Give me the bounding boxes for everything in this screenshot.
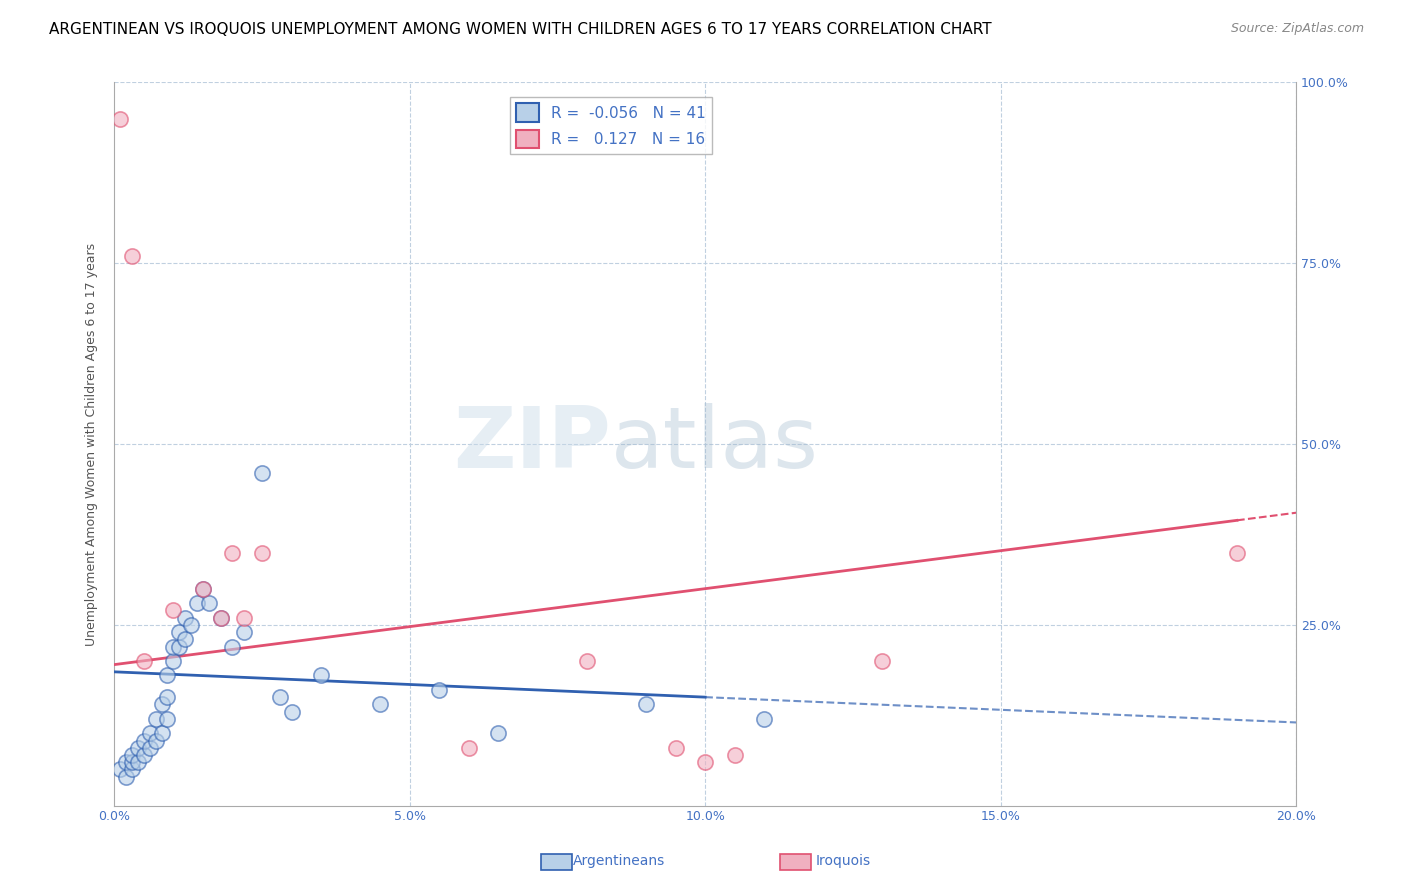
- Point: [280, 705, 302, 719]
- Point: [121, 756, 143, 770]
- Text: Argentineans: Argentineans: [572, 854, 665, 868]
- Text: Source: ZipAtlas.com: Source: ZipAtlas.com: [1230, 22, 1364, 36]
- Point: [169, 640, 191, 654]
- Y-axis label: Unemployment Among Women with Children Ages 6 to 17 years: Unemployment Among Women with Children A…: [86, 243, 98, 646]
- Point: [145, 712, 167, 726]
- Text: ZIP: ZIP: [453, 402, 610, 485]
- Point: [150, 726, 173, 740]
- Point: [132, 733, 155, 747]
- Point: [115, 756, 138, 770]
- Point: [156, 690, 179, 705]
- Point: [250, 545, 273, 559]
- Point: [132, 747, 155, 762]
- Point: [121, 249, 143, 263]
- Point: [108, 112, 131, 126]
- Text: ARGENTINEAN VS IROQUOIS UNEMPLOYMENT AMONG WOMEN WITH CHILDREN AGES 6 TO 17 YEAR: ARGENTINEAN VS IROQUOIS UNEMPLOYMENT AMO…: [49, 22, 991, 37]
- Point: [368, 698, 391, 712]
- Point: [198, 596, 221, 610]
- Point: [169, 625, 191, 640]
- Point: [127, 740, 149, 755]
- Point: [872, 654, 894, 668]
- Point: [191, 582, 214, 596]
- Point: [457, 740, 479, 755]
- Point: [233, 610, 256, 624]
- Point: [754, 712, 776, 726]
- Point: [269, 690, 291, 705]
- Point: [174, 610, 197, 624]
- Point: [108, 763, 131, 777]
- Text: atlas: atlas: [610, 402, 818, 485]
- Point: [724, 747, 747, 762]
- Point: [486, 726, 509, 740]
- Point: [115, 770, 138, 784]
- Point: [150, 698, 173, 712]
- Point: [427, 682, 450, 697]
- Point: [636, 698, 658, 712]
- Point: [575, 654, 598, 668]
- Point: [250, 466, 273, 480]
- Point: [209, 610, 232, 624]
- Point: [180, 617, 202, 632]
- Point: [1226, 545, 1249, 559]
- Point: [132, 654, 155, 668]
- Point: [309, 668, 332, 682]
- Point: [162, 654, 184, 668]
- Point: [174, 632, 197, 647]
- Point: [162, 640, 184, 654]
- Point: [121, 763, 143, 777]
- Point: [162, 603, 184, 617]
- Point: [138, 740, 160, 755]
- Point: [695, 756, 717, 770]
- Point: [156, 668, 179, 682]
- Point: [138, 726, 160, 740]
- Point: [145, 733, 167, 747]
- Point: [121, 747, 143, 762]
- Point: [665, 740, 688, 755]
- Point: [221, 545, 243, 559]
- Point: [191, 582, 214, 596]
- Legend: R =  -0.056   N = 41, R =   0.127   N = 16: R = -0.056 N = 41, R = 0.127 N = 16: [509, 97, 711, 154]
- Point: [186, 596, 208, 610]
- Point: [127, 756, 149, 770]
- Point: [221, 640, 243, 654]
- Point: [156, 712, 179, 726]
- Point: [209, 610, 232, 624]
- Point: [233, 625, 256, 640]
- Text: Iroquois: Iroquois: [815, 854, 872, 868]
